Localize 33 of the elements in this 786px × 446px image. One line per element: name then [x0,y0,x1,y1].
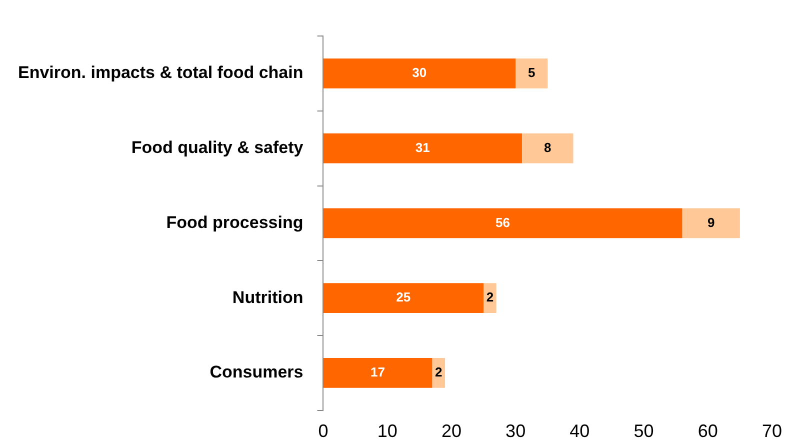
x-tick-label: 50 [634,421,654,442]
bar [484,283,496,314]
bar [522,133,574,164]
x-tick-label: 70 [762,421,782,442]
x-tick-label: 30 [506,421,526,442]
x-tick-label: 40 [570,421,590,442]
bar [323,208,682,238]
data-label: 5 [528,65,536,80]
data-label: 8 [544,140,552,155]
x-tick-label: 20 [441,421,462,442]
bar [323,283,484,314]
bar [323,358,432,388]
data-label: 2 [435,364,442,380]
data-label: 30 [412,65,427,80]
data-label: 56 [496,214,510,230]
data-label: 31 [415,140,430,155]
x-tick-label: 10 [377,421,398,442]
x-tick-label: 60 [698,421,718,442]
x-tick-label: 0 [318,421,328,442]
bar [516,58,548,88]
data-label: 9 [707,214,715,230]
bar [323,58,516,88]
bar [432,358,446,388]
data-label: 17 [370,364,385,380]
bar [323,133,522,164]
y-tick-label: Nutrition [232,288,304,307]
data-label: 2 [486,290,494,305]
y-tick-label: Food quality & safety [131,138,304,158]
data-label: 25 [396,290,411,305]
y-tick-label: Environ. impacts & total food chain [18,63,304,82]
bar [682,208,740,238]
y-tick-label: Food processing [166,212,304,232]
y-tick-label: Consumers [210,362,304,382]
